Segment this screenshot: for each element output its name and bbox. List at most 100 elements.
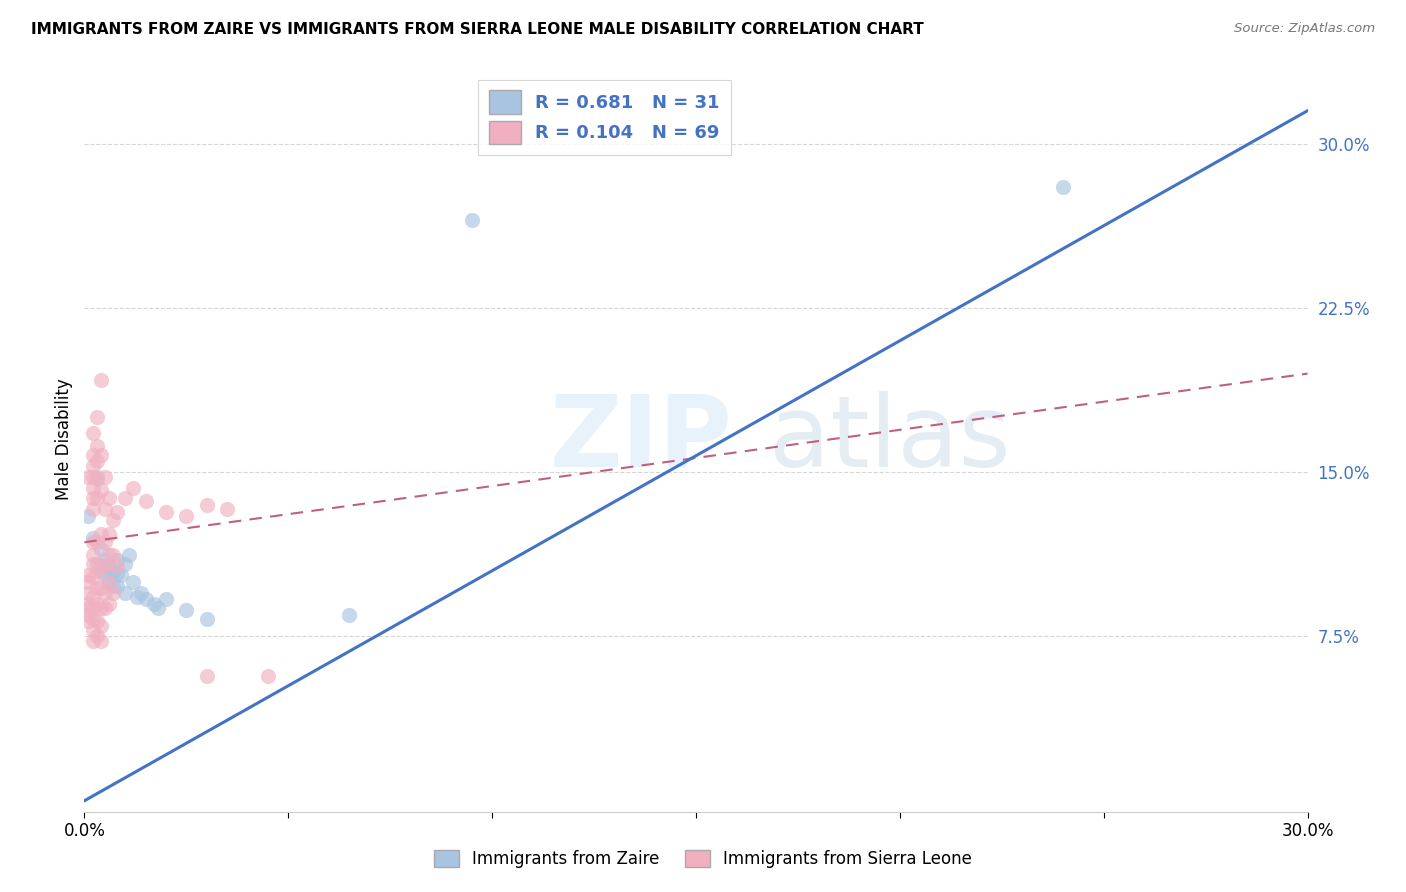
Point (93, 469, 115, 483)
Point (82, 557, 104, 571)
Point (86, 469, 108, 483)
Point (101, 564, 124, 578)
Point (101, 585, 124, 599)
Point (97, 491, 120, 506)
Point (461, 213, 484, 227)
Point (82, 633, 104, 648)
Point (339, 607, 361, 622)
Point (77, 597, 100, 611)
Point (77, 469, 100, 483)
Point (93, 535, 115, 549)
Point (127, 590, 149, 604)
Point (105, 505, 128, 519)
Point (114, 585, 136, 599)
Point (90, 373, 112, 387)
Point (82, 590, 104, 604)
Legend: Immigrants from Zaire, Immigrants from Sierra Leone: Immigrants from Zaire, Immigrants from S… (427, 843, 979, 875)
Point (97, 549, 120, 563)
Point (90, 526, 112, 541)
Point (122, 574, 145, 589)
Point (97, 597, 120, 611)
Point (77, 574, 100, 589)
Y-axis label: Male Disability: Male Disability (55, 378, 73, 500)
Point (195, 612, 218, 626)
Text: IMMIGRANTS FROM ZAIRE VS IMMIGRANTS FROM SIERRA LEONE MALE DISABILITY CORRELATIO: IMMIGRANTS FROM ZAIRE VS IMMIGRANTS FROM… (31, 22, 924, 37)
Point (105, 566, 128, 580)
Point (93, 601, 115, 615)
Point (90, 541, 112, 556)
Point (105, 579, 128, 593)
Point (93, 553, 115, 567)
Point (86, 597, 108, 611)
Point (101, 549, 124, 563)
Point (131, 585, 153, 599)
Point (86, 582, 108, 596)
Legend: R = 0.681   N = 31, R = 0.104   N = 69: R = 0.681 N = 31, R = 0.104 N = 69 (478, 79, 731, 155)
Point (90, 564, 112, 578)
Point (90, 618, 112, 632)
Point (82, 570, 104, 584)
Point (93, 559, 115, 574)
Point (86, 491, 108, 506)
Point (86, 439, 108, 453)
Point (86, 614, 108, 628)
Point (97, 559, 120, 574)
Point (77, 607, 100, 622)
Point (105, 553, 128, 567)
Point (118, 549, 141, 563)
Point (105, 559, 128, 574)
Point (86, 535, 108, 549)
Point (90, 483, 112, 497)
Point (82, 491, 104, 506)
Point (114, 557, 136, 571)
Point (93, 502, 115, 516)
Point (174, 603, 197, 617)
Point (97, 574, 120, 589)
Point (82, 469, 104, 483)
Point (82, 531, 104, 545)
Point (82, 535, 104, 549)
Point (77, 568, 100, 582)
Point (86, 557, 108, 571)
Point (93, 585, 115, 599)
Point (86, 630, 108, 644)
Point (82, 502, 104, 516)
Point (82, 458, 104, 473)
Point (90, 582, 112, 596)
Point (77, 614, 100, 628)
Point (82, 601, 104, 615)
Point (86, 454, 108, 468)
Text: Source: ZipAtlas.com: Source: ZipAtlas.com (1234, 22, 1375, 36)
Point (97, 526, 120, 541)
Point (86, 410, 108, 425)
Point (135, 493, 157, 508)
Point (195, 669, 218, 683)
Point (82, 425, 104, 440)
Point (97, 574, 120, 589)
Point (217, 502, 239, 516)
Point (155, 505, 177, 519)
Point (90, 633, 112, 648)
Point (82, 612, 104, 626)
Point (110, 568, 132, 582)
Point (82, 448, 104, 462)
Point (146, 601, 169, 615)
Point (257, 669, 280, 683)
Point (90, 601, 112, 615)
Point (195, 498, 218, 512)
Point (155, 592, 177, 607)
Point (122, 481, 145, 495)
Point (114, 491, 136, 506)
Point (77, 508, 100, 523)
Point (90, 448, 112, 462)
Point (135, 592, 157, 607)
Text: atlas: atlas (769, 391, 1011, 488)
Point (82, 623, 104, 637)
Point (101, 579, 124, 593)
Point (90, 559, 112, 574)
Point (86, 564, 108, 578)
Point (82, 549, 104, 563)
Point (101, 513, 124, 527)
Point (82, 481, 104, 495)
Text: ZIP: ZIP (550, 391, 733, 488)
